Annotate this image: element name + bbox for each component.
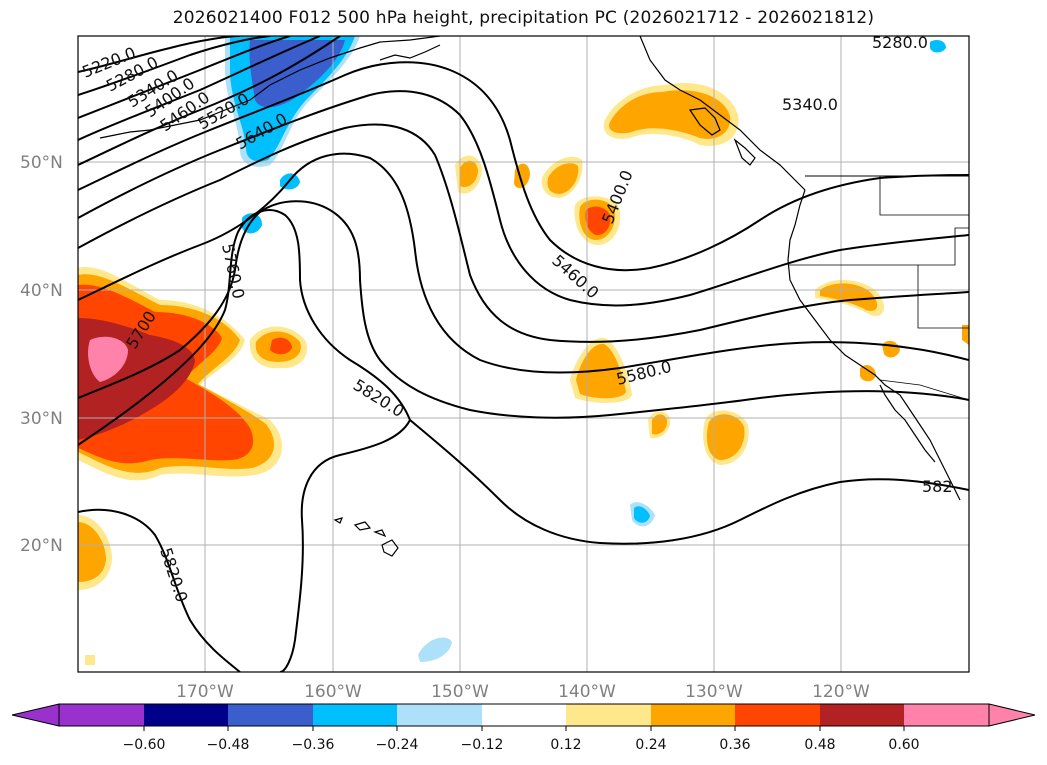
colorbar-bin: [651, 704, 735, 726]
contour-line: [78, 36, 341, 166]
colorbar-bin: [397, 704, 482, 726]
contour-line: [279, 419, 411, 672]
colorbar-tick: −0.12: [461, 737, 504, 753]
colorbar-tick: −0.24: [376, 737, 419, 753]
contour-line: [78, 90, 969, 307]
height-contours: [78, 36, 969, 672]
contour-line: [78, 61, 969, 272]
lon-label-130w: 130°W: [685, 682, 743, 702]
contour-line: [78, 36, 271, 96]
contour-label-5280-east: 5280.0: [872, 33, 928, 52]
contour-line: [78, 36, 241, 73]
lat-label-20: 20°N: [20, 536, 63, 556]
colorbar-tick: 0.36: [719, 737, 750, 753]
colorbar-bin: [228, 704, 313, 726]
colorbar-tick: 0.24: [635, 737, 666, 753]
contour-label-582-edge: 582: [922, 477, 953, 496]
colorbar-bin: [144, 704, 228, 726]
lat-label-50: 50°N: [20, 153, 63, 173]
colorbar-bin: [820, 704, 904, 726]
lon-label-150w: 150°W: [431, 682, 489, 702]
contour-line: [78, 36, 291, 119]
contour-line: [78, 508, 241, 672]
colorbar-bin: [566, 704, 651, 726]
gridlines: [78, 36, 969, 672]
colorbar-bin: [482, 704, 566, 726]
colorbar: −0.60 −0.48 −0.36 −0.24 −0.12 0.12 0.24 …: [11, 703, 1036, 753]
lat-label-30: 30°N: [20, 409, 63, 429]
contour-label-5340-east: 5340.0: [782, 95, 838, 114]
colorbar-bin: [313, 704, 397, 726]
colorbar-bin: [59, 704, 144, 726]
lat-label-40: 40°N: [20, 281, 63, 301]
contour-line: [78, 36, 321, 141]
colorbar-tick: −0.36: [292, 737, 335, 753]
colorbar-extend-high: [988, 703, 1036, 727]
colorbar-tick: 0.60: [888, 737, 919, 753]
contour-line: [78, 209, 411, 446]
colorbar-tick: −0.48: [207, 737, 250, 753]
map-title: 2026021400 F012 500 hPa height, precipit…: [172, 8, 875, 28]
lon-label-160w: 160°W: [304, 682, 362, 702]
lon-label-140w: 140°W: [558, 682, 616, 702]
latitude-labels: 50°N 40°N 30°N 20°N: [20, 153, 63, 556]
colorbar-bin: [735, 704, 820, 726]
colorbar-tick: 0.12: [550, 737, 581, 753]
longitude-labels: 170°W 160°W 150°W 140°W 130°W 120°W: [176, 682, 870, 702]
contour-line: [78, 123, 969, 343]
colorbar-tick: −0.60: [123, 737, 166, 753]
lon-label-170w: 170°W: [176, 682, 234, 702]
map-frame: [77, 35, 970, 673]
contour-line: [409, 419, 969, 545]
colorbar-tick: 0.48: [804, 737, 835, 753]
lon-label-120w: 120°W: [812, 682, 870, 702]
colorbar-extend-low: [11, 703, 60, 727]
colorbar-bin: [904, 704, 989, 726]
contour-line: [78, 200, 969, 419]
